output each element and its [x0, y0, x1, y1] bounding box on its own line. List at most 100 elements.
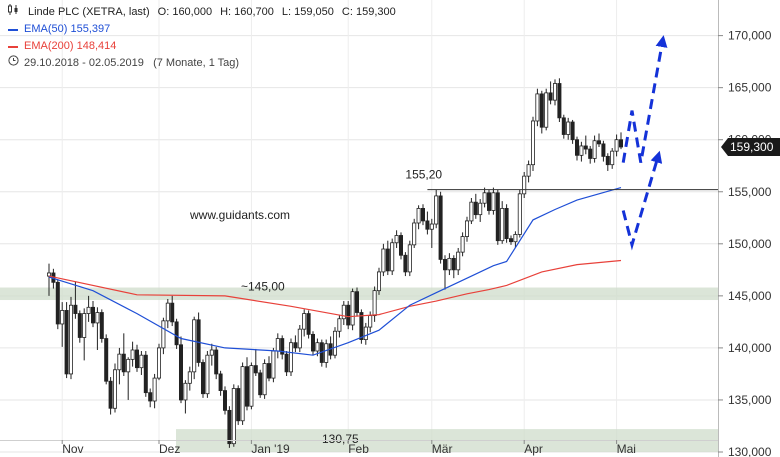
legend-ema50-value: 155,397: [70, 23, 111, 35]
legend-open: O: 160,000: [157, 6, 213, 18]
candle-body: [464, 220, 469, 237]
y-tick-label: 155,000: [728, 185, 772, 199]
candle-body: [310, 333, 315, 352]
candle-body: [548, 92, 553, 101]
candle-body: [183, 382, 188, 401]
candle-body: [376, 271, 381, 292]
candle-body: [526, 164, 531, 177]
x-tick-label: Jan '19: [251, 442, 290, 456]
candle-body: [442, 259, 447, 271]
candle-body: [82, 313, 87, 338]
x-tick-label: Nov: [62, 442, 83, 456]
candle-body: [539, 93, 544, 128]
candle-body: [297, 328, 302, 349]
candle-body: [139, 354, 144, 369]
candle-body: [47, 272, 52, 277]
candle-body: [478, 202, 483, 216]
legend-date-range: 29.10.2018 - 02.05.2019: [24, 57, 144, 69]
candle-body: [302, 313, 307, 330]
candle-body: [429, 223, 434, 230]
legend-ema200-row[interactable]: EMA(200) 148,414: [6, 38, 404, 55]
candle-body: [460, 236, 465, 253]
x-tick-label: Mai: [617, 442, 636, 456]
y-tick-label: 130,000: [728, 445, 772, 457]
candle-body: [579, 145, 584, 156]
resistance-label: 155,20: [405, 168, 442, 182]
candle-body: [200, 362, 205, 395]
candle-body: [531, 120, 536, 166]
last-price-label: 159,300: [730, 140, 774, 154]
candle-body: [117, 353, 122, 371]
candle-body: [196, 319, 201, 363]
candle-body: [610, 150, 615, 166]
candle-body: [91, 306, 96, 324]
candle-body: [614, 139, 619, 152]
x-tick-label: Apr: [524, 442, 543, 456]
chart-legend: Linde PLC (XETRA, last) O: 160,000 H: 16…: [6, 4, 404, 72]
candle-body: [394, 235, 399, 244]
ema50-swatch: [8, 28, 18, 31]
candle-body: [332, 330, 337, 356]
candle-body: [553, 83, 558, 101]
ema200-line: [48, 259, 622, 318]
candle-body: [271, 350, 276, 379]
candle-body: [240, 366, 245, 422]
candle-body: [156, 347, 161, 379]
candle-body: [583, 145, 588, 150]
candle-body: [170, 302, 175, 323]
candle-body: [218, 373, 223, 391]
x-tick-label: Mär: [432, 442, 453, 456]
candle-body: [222, 390, 227, 411]
candle-body: [601, 143, 606, 157]
candle-body: [143, 354, 148, 394]
candle-body: [69, 304, 74, 375]
candle-body: [368, 315, 373, 328]
last-price-tag: [721, 137, 780, 156]
ema-layer: [48, 187, 622, 356]
candle-body: [346, 304, 351, 326]
candle-body: [438, 195, 443, 260]
candle-body: [570, 121, 575, 141]
legend-ema50-row[interactable]: EMA(50) 155,397: [6, 21, 404, 38]
candle-body: [403, 254, 408, 273]
candle-body: [504, 208, 509, 240]
legend-period: (7 Monate, 1 Tag): [153, 57, 240, 69]
legend-ema50-label: EMA(50): [24, 23, 68, 35]
candle-body: [425, 220, 430, 230]
candle-body: [535, 93, 540, 122]
legend-ema200-value: 148,414: [76, 40, 117, 52]
low-label: 130,75: [322, 432, 359, 446]
candle-body: [152, 377, 157, 402]
candle-body: [385, 248, 390, 272]
candle-body: [258, 372, 263, 396]
candle-body: [236, 388, 241, 422]
candle-body: [566, 121, 571, 135]
candle-body: [126, 358, 131, 373]
candle-body: [381, 248, 386, 273]
candle-body: [416, 208, 421, 224]
candle-body: [513, 234, 518, 243]
candle-body: [575, 139, 580, 156]
candle-body: [231, 388, 236, 445]
candle-body: [350, 291, 355, 326]
candle-body: [522, 175, 527, 195]
candle-body: [266, 363, 271, 379]
candle-body: [398, 235, 403, 256]
y-tick-label: 165,000: [728, 81, 772, 95]
candle-body: [244, 366, 249, 407]
candle-body: [187, 371, 192, 384]
candle-body: [113, 369, 118, 409]
candle-body: [605, 155, 610, 166]
candle-body: [341, 304, 346, 320]
candle-body: [64, 310, 69, 375]
candle-body: [284, 353, 289, 373]
candle-body: [508, 238, 513, 243]
y-tick-label: 135,000: [728, 393, 772, 407]
candle-body: [447, 257, 452, 271]
candle-body: [165, 302, 170, 322]
candle-body: [592, 140, 597, 159]
candle-body: [588, 148, 593, 159]
x-tick-label: Dez: [159, 442, 180, 456]
